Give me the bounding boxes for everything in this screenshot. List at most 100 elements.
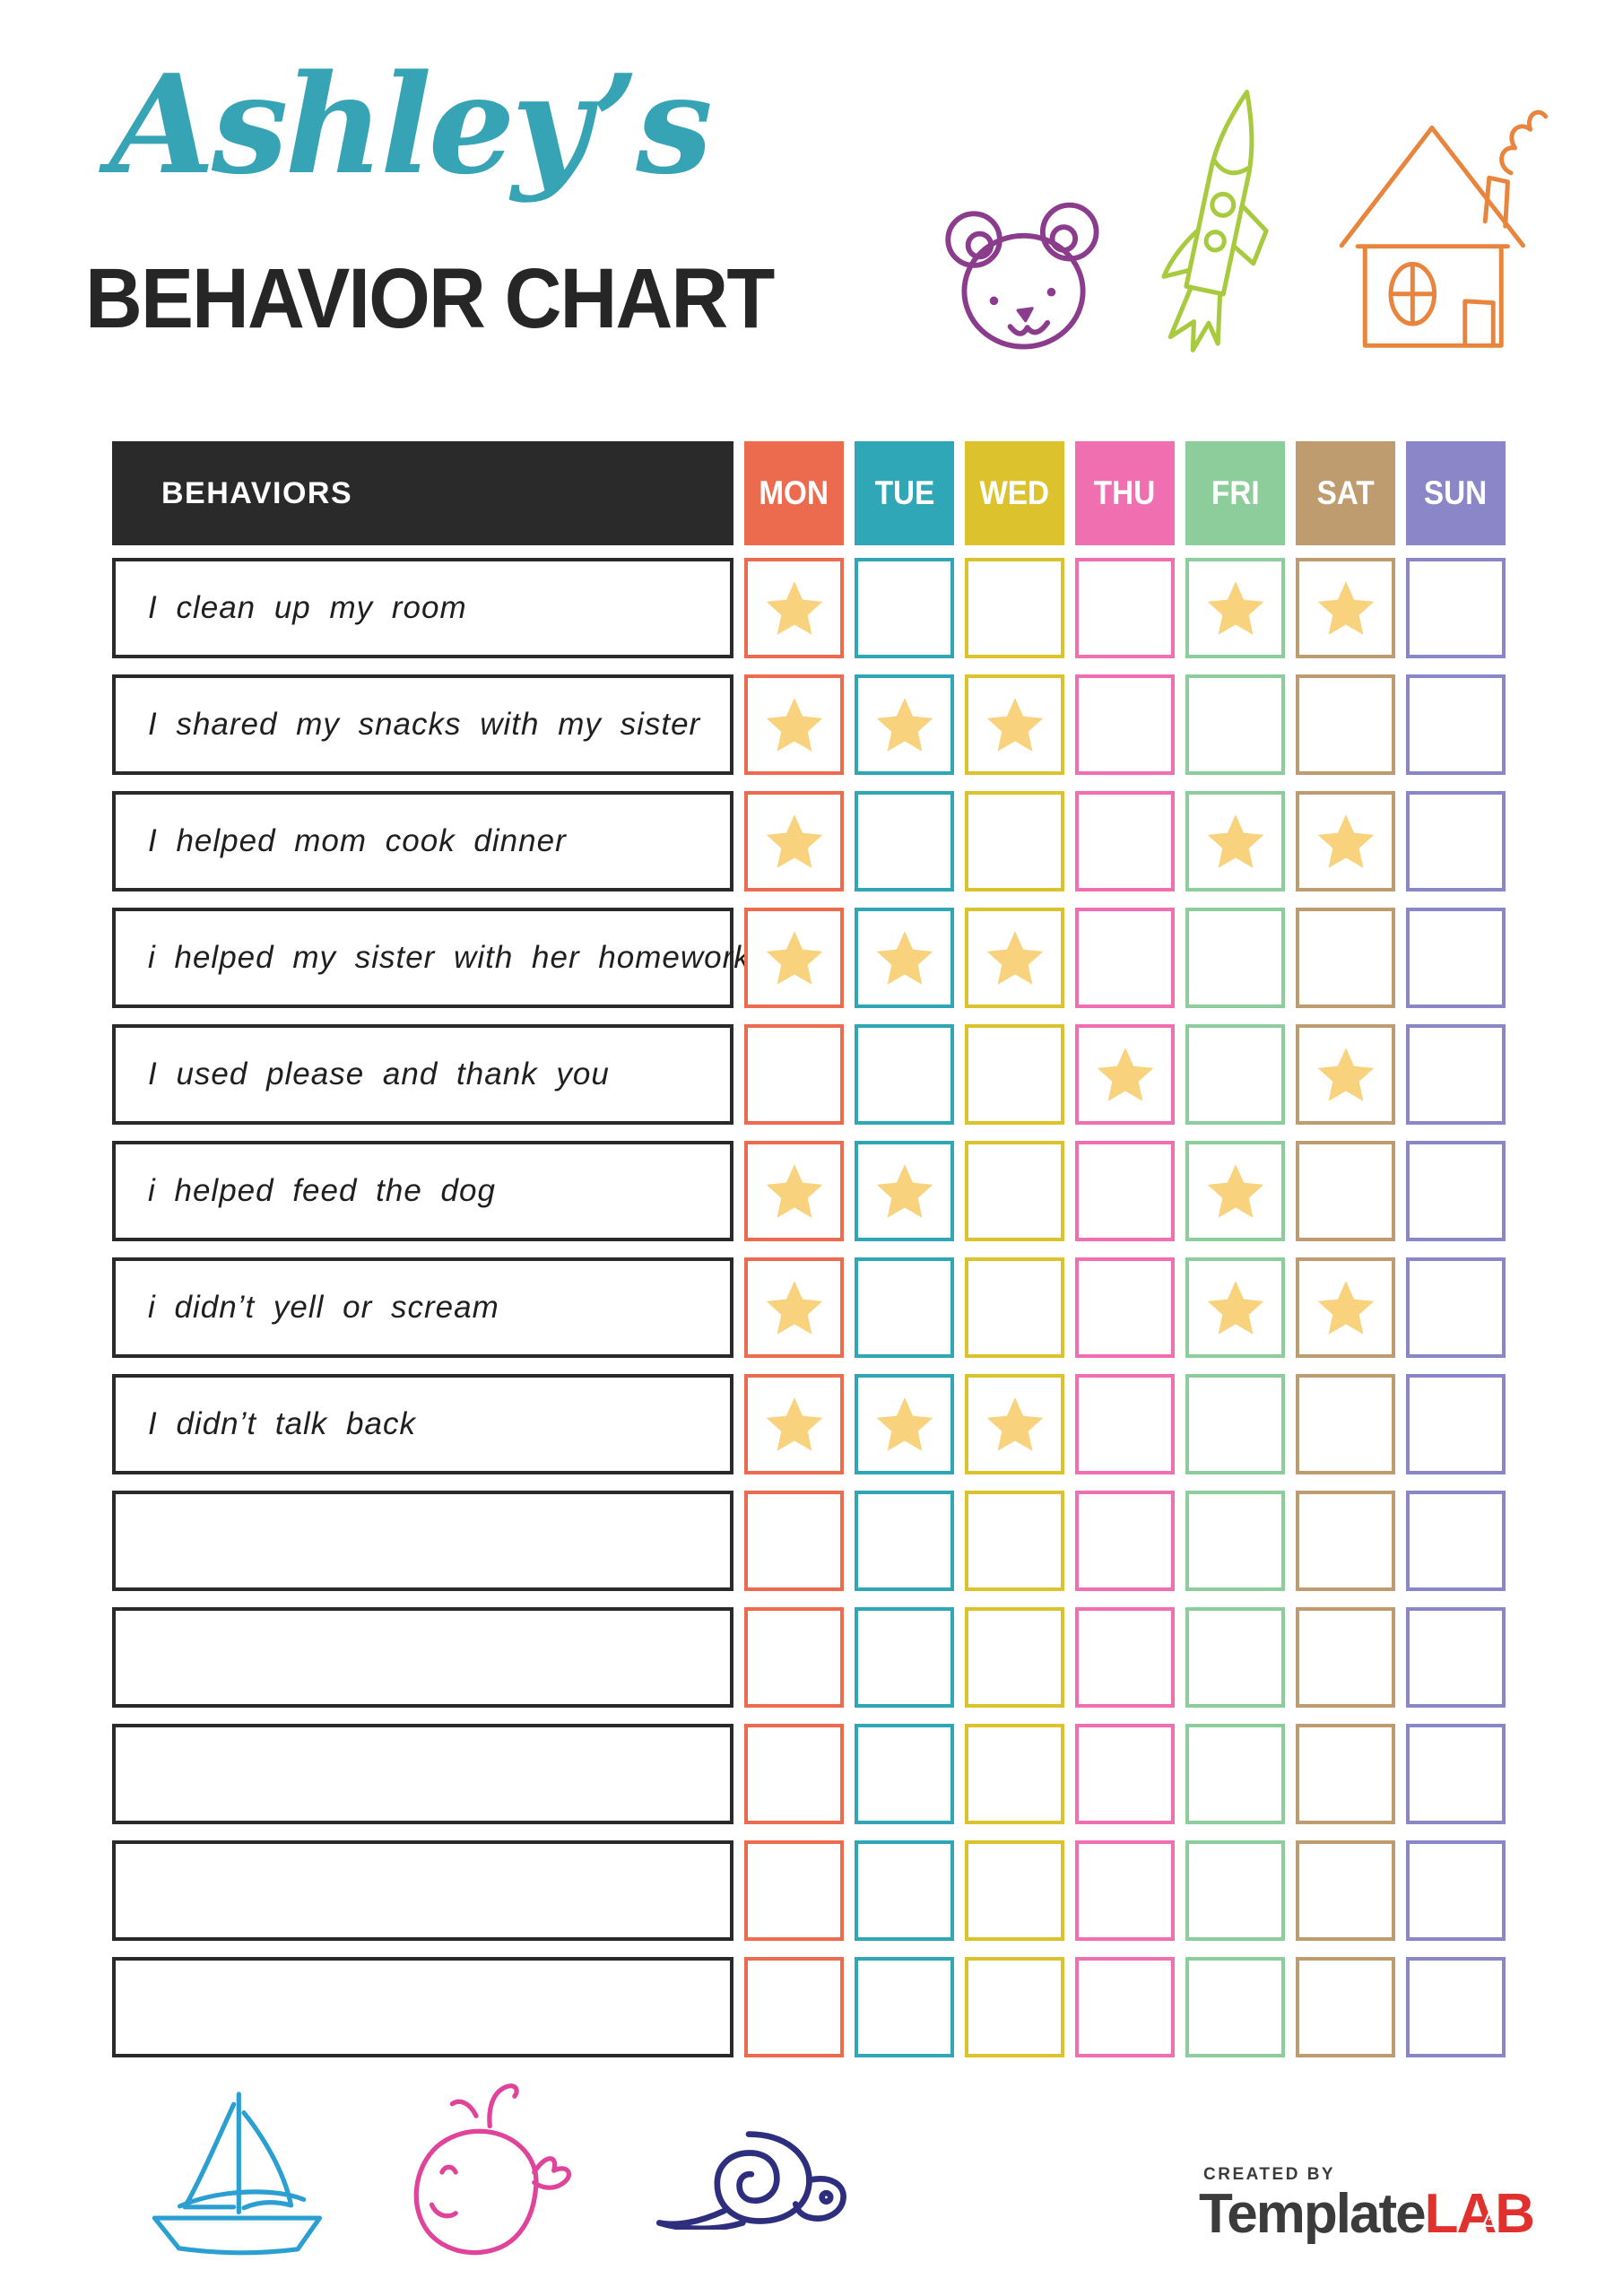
day-cell-thu	[1075, 1724, 1175, 1824]
day-cell-thu	[1075, 1024, 1175, 1125]
day-cell-sun	[1406, 1491, 1506, 1591]
day-cell-sat	[1296, 1141, 1395, 1241]
house-icon	[1327, 93, 1551, 362]
day-header-thu: THU	[1075, 441, 1175, 545]
day-header-label: SAT	[1316, 474, 1375, 511]
day-cell-thu	[1075, 1607, 1175, 1708]
day-cell-thu	[1075, 908, 1175, 1008]
day-cell-tue	[855, 908, 954, 1008]
day-cell-sat	[1296, 908, 1395, 1008]
star-icon	[766, 1397, 822, 1451]
day-cell-fri	[1185, 674, 1285, 775]
day-cell-fri	[1185, 1257, 1285, 1358]
brand-logo: CREATED BY TemplateLAB	[1199, 2165, 1535, 2245]
behavior-row: i helped my sister with her homework	[112, 908, 1506, 1008]
day-cell-sat	[1296, 1957, 1395, 2057]
day-header-label: THU	[1094, 474, 1156, 511]
day-cell-mon	[744, 1141, 844, 1241]
day-cell-sat	[1296, 1374, 1395, 1474]
day-cell-tue	[855, 1141, 954, 1241]
day-cell-sat	[1296, 1257, 1395, 1358]
behavior-label: i helped feed the dog	[112, 1141, 733, 1241]
day-cell-sun	[1406, 908, 1506, 1008]
day-cell-sun	[1406, 1257, 1506, 1358]
behavior-label: I used please and thank you	[112, 1024, 733, 1125]
star-icon	[1207, 581, 1263, 635]
day-header-label: WED	[979, 474, 1050, 511]
day-cell-mon	[744, 791, 844, 891]
day-cell-sun	[1406, 1374, 1506, 1474]
day-cell-tue	[855, 791, 954, 891]
star-icon	[876, 1164, 933, 1218]
star-icon	[1317, 1048, 1374, 1101]
day-cell-mon	[744, 674, 844, 775]
day-cell-sat	[1296, 1024, 1395, 1125]
star-icon	[1207, 814, 1263, 868]
child-name-title: Ashley’s	[109, 44, 713, 204]
behavior-label: I didn’t talk back	[112, 1374, 733, 1474]
behavior-label	[112, 1957, 733, 2057]
day-cell-wed	[965, 558, 1064, 658]
behavior-label: i didn’t yell or scream	[112, 1257, 733, 1358]
day-cell-sun	[1406, 674, 1506, 775]
day-cell-mon	[744, 1607, 844, 1708]
star-icon	[766, 814, 822, 868]
day-cell-wed	[965, 674, 1064, 775]
day-cell-wed	[965, 1607, 1064, 1708]
day-header-wed: WED	[965, 441, 1064, 545]
behavior-label: i helped my sister with her homework	[112, 908, 750, 1008]
day-cell-wed	[965, 908, 1064, 1008]
day-cell-mon	[744, 1957, 844, 2057]
snail-icon	[642, 2127, 855, 2230]
day-cell-tue	[855, 1374, 954, 1474]
behavior-row	[112, 1840, 1506, 1941]
behavior-label	[112, 1840, 733, 1941]
day-cell-sun	[1406, 1024, 1506, 1125]
star-icon	[1317, 814, 1374, 868]
day-cell-tue	[855, 1957, 954, 2057]
day-cell-sun	[1406, 1957, 1506, 2057]
table-rows: I clean up my room I shared my snacks wit…	[112, 558, 1506, 2057]
behavior-row: I clean up my room	[112, 558, 1506, 658]
behavior-row: I helped mom cook dinner	[112, 791, 1506, 891]
day-cell-wed	[965, 1491, 1064, 1591]
day-cell-tue	[855, 1257, 954, 1358]
behavior-row	[112, 1724, 1506, 1824]
brand-template-text: Template	[1199, 2183, 1427, 2245]
day-cell-sat	[1296, 1491, 1395, 1591]
behavior-row: I used please and thank you	[112, 1024, 1506, 1125]
behavior-label: I clean up my room	[112, 558, 733, 658]
behavior-label	[112, 1724, 733, 1824]
behavior-row: i helped feed the dog	[112, 1141, 1506, 1241]
day-cell-wed	[965, 1840, 1064, 1941]
day-cell-thu	[1075, 1957, 1175, 2057]
day-cell-fri	[1185, 1141, 1285, 1241]
behavior-row: I didn’t talk back	[112, 1374, 1506, 1474]
day-cell-wed	[965, 1141, 1064, 1241]
whale-icon	[387, 2063, 601, 2264]
day-cell-tue	[855, 1607, 954, 1708]
day-cell-wed	[965, 1724, 1064, 1824]
star-icon	[1207, 1281, 1263, 1335]
day-cell-tue	[855, 1024, 954, 1125]
day-header-label: SUN	[1424, 474, 1488, 511]
brand-lab-text: LAB	[1424, 2183, 1535, 2245]
day-cell-wed	[965, 1374, 1064, 1474]
day-cell-fri	[1185, 1607, 1285, 1708]
behavior-row	[112, 1491, 1506, 1591]
day-cell-fri	[1185, 1957, 1285, 2057]
behavior-row	[112, 1957, 1506, 2057]
behavior-label	[112, 1491, 733, 1591]
day-cell-sun	[1406, 558, 1506, 658]
bear-icon	[928, 196, 1118, 353]
star-icon	[766, 931, 822, 985]
day-cell-mon	[744, 908, 844, 1008]
behavior-label	[112, 1607, 733, 1708]
star-icon	[1207, 1164, 1263, 1218]
day-cell-sat	[1296, 1840, 1395, 1941]
day-cell-fri	[1185, 908, 1285, 1008]
day-cell-fri	[1185, 1724, 1285, 1824]
brand-wordmark: TemplateLAB	[1199, 2183, 1535, 2245]
day-cell-thu	[1075, 1491, 1175, 1591]
behavior-row: i didn’t yell or scream	[112, 1257, 1506, 1358]
